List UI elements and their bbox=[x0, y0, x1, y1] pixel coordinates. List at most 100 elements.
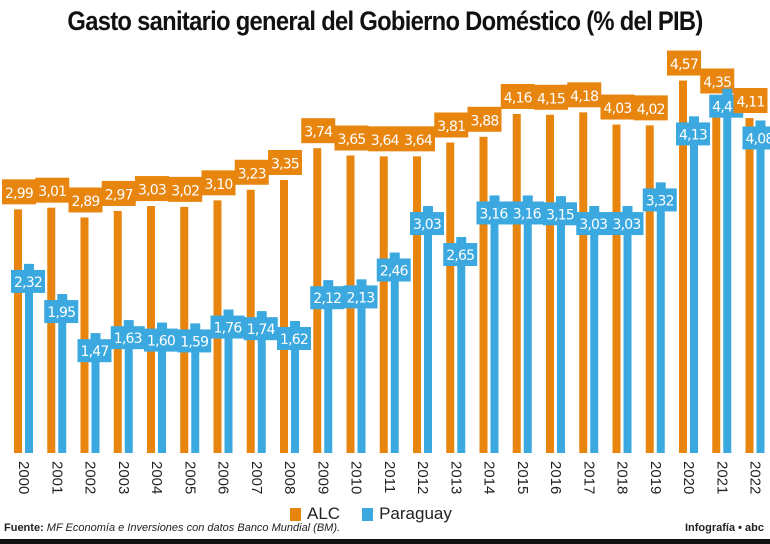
bar-alc bbox=[512, 113, 521, 454]
data-label-alc: 4,15 bbox=[537, 91, 565, 107]
data-label-tab-paraguay bbox=[389, 252, 400, 261]
x-tick-label: 2008 bbox=[281, 461, 298, 494]
data-label-alc: 2,99 bbox=[5, 186, 33, 202]
data-label-paraguay: 1,59 bbox=[180, 334, 208, 350]
bar-alc bbox=[479, 136, 488, 453]
data-label-tab-paraguay bbox=[522, 195, 533, 204]
data-label-paraguay: 2,32 bbox=[14, 275, 42, 291]
bar-paraguay bbox=[257, 311, 266, 453]
data-label-paraguay: 1,47 bbox=[81, 344, 109, 360]
bar-paraguay bbox=[490, 195, 499, 453]
data-label-bg-alc bbox=[334, 125, 369, 151]
data-label-paraguay: 1,95 bbox=[47, 305, 75, 321]
data-label-bg-alc bbox=[401, 126, 435, 152]
data-label-bg-alc bbox=[434, 112, 469, 138]
data-label-alc: 4,57 bbox=[670, 57, 698, 73]
x-tick-label: 2005 bbox=[181, 461, 198, 494]
data-label-bg-alc bbox=[68, 187, 103, 213]
data-label-bg-alc bbox=[733, 88, 768, 114]
data-label-bg-paraguay bbox=[310, 286, 345, 310]
data-label-bg-alc bbox=[201, 170, 236, 196]
data-label-bg-paraguay bbox=[443, 243, 478, 267]
bar-paraguay bbox=[91, 333, 100, 453]
data-label-paraguay: 1,74 bbox=[247, 322, 276, 338]
data-label-bg-alc bbox=[268, 149, 302, 175]
data-label-bg-alc bbox=[500, 83, 535, 109]
data-label-bg-paraguay bbox=[243, 317, 278, 341]
bar-paraguay bbox=[158, 322, 166, 453]
data-label-bg-alc bbox=[367, 126, 402, 152]
data-label-bg-paraguay bbox=[676, 122, 710, 146]
bar-paraguay bbox=[357, 279, 366, 453]
data-label-paraguay: 4,13 bbox=[679, 127, 707, 143]
data-label-tab-paraguay bbox=[356, 279, 367, 288]
data-label-alc: 3,64 bbox=[404, 133, 433, 149]
bar-alc bbox=[612, 124, 621, 454]
data-label-bg-alc bbox=[168, 176, 203, 202]
data-label-bg-paraguay bbox=[210, 315, 245, 339]
bar-alc bbox=[80, 217, 89, 453]
data-label-bg-alc bbox=[234, 159, 269, 185]
x-tick-label: 2016 bbox=[547, 461, 564, 494]
data-label-bg-paraguay bbox=[476, 201, 511, 225]
credit: Infografía • abc bbox=[684, 522, 764, 534]
data-label-paraguay: 3,03 bbox=[579, 217, 607, 233]
data-label-paraguay: 1,60 bbox=[147, 334, 175, 350]
data-label-paraguay: 2,46 bbox=[380, 264, 409, 280]
data-label-paraguay: 3,32 bbox=[646, 193, 674, 209]
data-label-alc: 3,02 bbox=[171, 183, 199, 199]
data-label-paraguay: 3,16 bbox=[480, 206, 509, 222]
data-label-tab-paraguay bbox=[256, 311, 267, 320]
bar-alc bbox=[14, 209, 22, 453]
bar-paraguay bbox=[124, 320, 133, 453]
bottom-rule bbox=[0, 539, 770, 544]
data-label-bg-paraguay bbox=[277, 326, 311, 350]
data-label-bg-alc bbox=[534, 84, 568, 110]
data-label-alc: 3,88 bbox=[471, 113, 499, 129]
data-label-bg-alc bbox=[35, 177, 70, 203]
bar-alc bbox=[413, 156, 421, 453]
data-label-alc: 4,35 bbox=[703, 75, 731, 91]
data-label-tab-paraguay bbox=[456, 237, 467, 246]
bar-paraguay bbox=[756, 120, 765, 453]
x-tick-label: 2019 bbox=[647, 461, 664, 494]
data-label-bg-paraguay bbox=[410, 212, 444, 236]
data-label-alc: 3,10 bbox=[205, 177, 233, 193]
data-label-bg-alc bbox=[567, 82, 602, 108]
data-label-paraguay: 1,62 bbox=[280, 332, 308, 348]
data-label-alc: 3,35 bbox=[271, 156, 299, 172]
data-label-paraguay: 2,65 bbox=[446, 248, 474, 264]
data-label-alc: 2,89 bbox=[72, 194, 100, 210]
data-label-paraguay: 1,76 bbox=[214, 321, 243, 337]
data-label-tab-paraguay bbox=[323, 280, 334, 289]
bar-paraguay bbox=[424, 206, 432, 453]
data-label-bg-paraguay bbox=[110, 326, 145, 350]
bar-paraguay bbox=[58, 294, 67, 453]
x-tick-label: 2001 bbox=[48, 461, 65, 494]
bar-alc bbox=[446, 142, 455, 454]
data-label-alc: 2,97 bbox=[105, 187, 133, 203]
data-label-bg-paraguay bbox=[11, 269, 45, 293]
x-tick-label: 2021 bbox=[713, 461, 730, 494]
x-tick-label: 2010 bbox=[348, 461, 365, 494]
bar-alc bbox=[546, 114, 554, 454]
data-label-alc: 3,74 bbox=[304, 125, 333, 141]
data-label-alc: 3,03 bbox=[138, 183, 166, 199]
bar-alc bbox=[280, 179, 288, 453]
bar-alc bbox=[712, 98, 721, 453]
x-tick-label: 2011 bbox=[381, 461, 398, 493]
x-tick-label: 2004 bbox=[148, 461, 165, 494]
data-label-bg-paraguay bbox=[742, 126, 770, 150]
bar-alc bbox=[379, 156, 388, 453]
data-label-alc: 3,64 bbox=[371, 133, 400, 149]
x-tick-label: 2007 bbox=[248, 461, 265, 494]
data-label-alc: 4,18 bbox=[570, 89, 598, 105]
bar-paraguay bbox=[523, 195, 532, 453]
data-label-paraguay: 3,15 bbox=[546, 207, 574, 223]
data-label-alc: 3,81 bbox=[437, 119, 465, 135]
data-label-tab-paraguay bbox=[423, 206, 433, 215]
bar-paraguay bbox=[224, 309, 233, 453]
x-tick-label: 2015 bbox=[514, 461, 531, 494]
